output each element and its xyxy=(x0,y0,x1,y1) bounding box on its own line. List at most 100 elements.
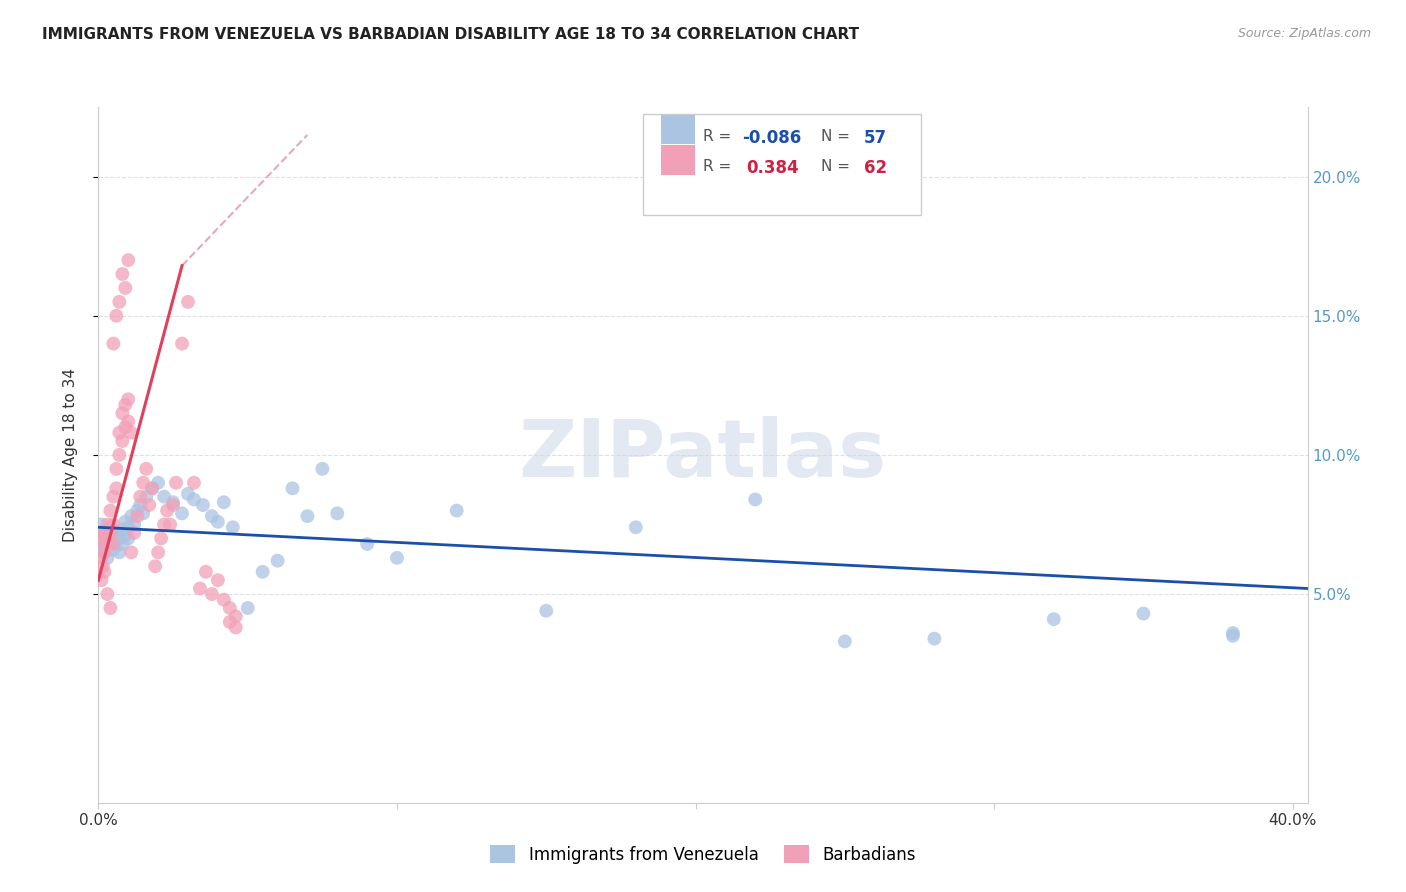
Point xyxy=(138,498,160,512)
Point xyxy=(207,515,229,529)
FancyBboxPatch shape xyxy=(643,114,921,215)
Point xyxy=(103,542,125,557)
Point xyxy=(103,336,125,351)
Point xyxy=(122,525,145,540)
Text: N =: N = xyxy=(821,159,855,174)
Point xyxy=(135,490,157,504)
Text: 0.384: 0.384 xyxy=(747,159,799,178)
Point xyxy=(207,573,229,587)
Point xyxy=(924,632,946,646)
Point xyxy=(117,415,139,429)
FancyBboxPatch shape xyxy=(661,145,695,175)
Point xyxy=(114,528,136,542)
Point xyxy=(225,609,247,624)
Point xyxy=(108,532,131,546)
Point xyxy=(326,507,349,521)
Point xyxy=(111,406,134,420)
Point xyxy=(96,537,118,551)
Point xyxy=(105,534,128,549)
Point xyxy=(281,481,304,495)
Point xyxy=(183,475,205,490)
Legend: Immigrants from Venezuela, Barbadians: Immigrants from Venezuela, Barbadians xyxy=(484,838,922,871)
Point xyxy=(218,615,240,629)
Point xyxy=(385,550,408,565)
Point xyxy=(105,462,128,476)
Point xyxy=(103,490,125,504)
Text: ZIPatlas: ZIPatlas xyxy=(519,416,887,494)
Point xyxy=(117,392,139,407)
Point xyxy=(141,481,163,495)
Point xyxy=(143,559,166,574)
Point xyxy=(93,545,115,559)
Point xyxy=(98,537,121,551)
Point xyxy=(135,462,157,476)
Point xyxy=(132,475,155,490)
Point xyxy=(159,517,181,532)
Point xyxy=(1222,626,1244,640)
Point xyxy=(93,545,115,559)
Text: R =: R = xyxy=(703,159,741,174)
Point xyxy=(114,515,136,529)
Point xyxy=(356,537,378,551)
Point xyxy=(624,520,647,534)
Point xyxy=(90,517,112,532)
Point xyxy=(108,545,131,559)
Point xyxy=(225,620,247,634)
Point xyxy=(297,509,319,524)
Point xyxy=(98,520,121,534)
Point xyxy=(252,565,274,579)
Point xyxy=(150,532,173,546)
Point xyxy=(117,520,139,534)
Point xyxy=(536,604,558,618)
Point xyxy=(117,253,139,268)
Point xyxy=(162,498,184,512)
Text: N =: N = xyxy=(821,128,855,144)
Point xyxy=(194,565,217,579)
Point xyxy=(90,573,112,587)
Point xyxy=(212,495,235,509)
Point xyxy=(153,490,176,504)
Point xyxy=(146,545,169,559)
Point xyxy=(114,398,136,412)
Point xyxy=(111,267,134,281)
Point xyxy=(1132,607,1154,621)
Point xyxy=(90,537,112,551)
Point xyxy=(111,537,134,551)
Point xyxy=(103,537,125,551)
Point xyxy=(114,281,136,295)
Point xyxy=(98,601,121,615)
Point xyxy=(127,503,149,517)
Point xyxy=(141,481,163,495)
Point xyxy=(446,503,468,517)
Point xyxy=(103,517,125,532)
Point xyxy=(162,495,184,509)
Point xyxy=(183,492,205,507)
Point xyxy=(103,528,125,542)
Point xyxy=(1043,612,1066,626)
Point xyxy=(236,601,259,615)
Point xyxy=(127,509,149,524)
Point xyxy=(96,587,118,601)
Text: -0.086: -0.086 xyxy=(742,128,801,146)
Point xyxy=(93,525,115,540)
Point xyxy=(117,532,139,546)
Point xyxy=(90,550,112,565)
Point xyxy=(170,507,193,521)
Point xyxy=(218,601,240,615)
Point xyxy=(165,475,187,490)
Point xyxy=(89,534,111,549)
Point xyxy=(111,523,134,537)
Point xyxy=(120,545,142,559)
Point xyxy=(91,559,114,574)
Point xyxy=(132,507,155,521)
Point xyxy=(222,520,245,534)
Point xyxy=(108,294,131,309)
Point xyxy=(201,509,224,524)
Point xyxy=(114,420,136,434)
Point xyxy=(93,525,115,540)
Text: 62: 62 xyxy=(863,159,887,178)
Point xyxy=(153,517,176,532)
Point xyxy=(98,525,121,540)
Point xyxy=(188,582,211,596)
Text: Source: ZipAtlas.com: Source: ZipAtlas.com xyxy=(1237,27,1371,40)
